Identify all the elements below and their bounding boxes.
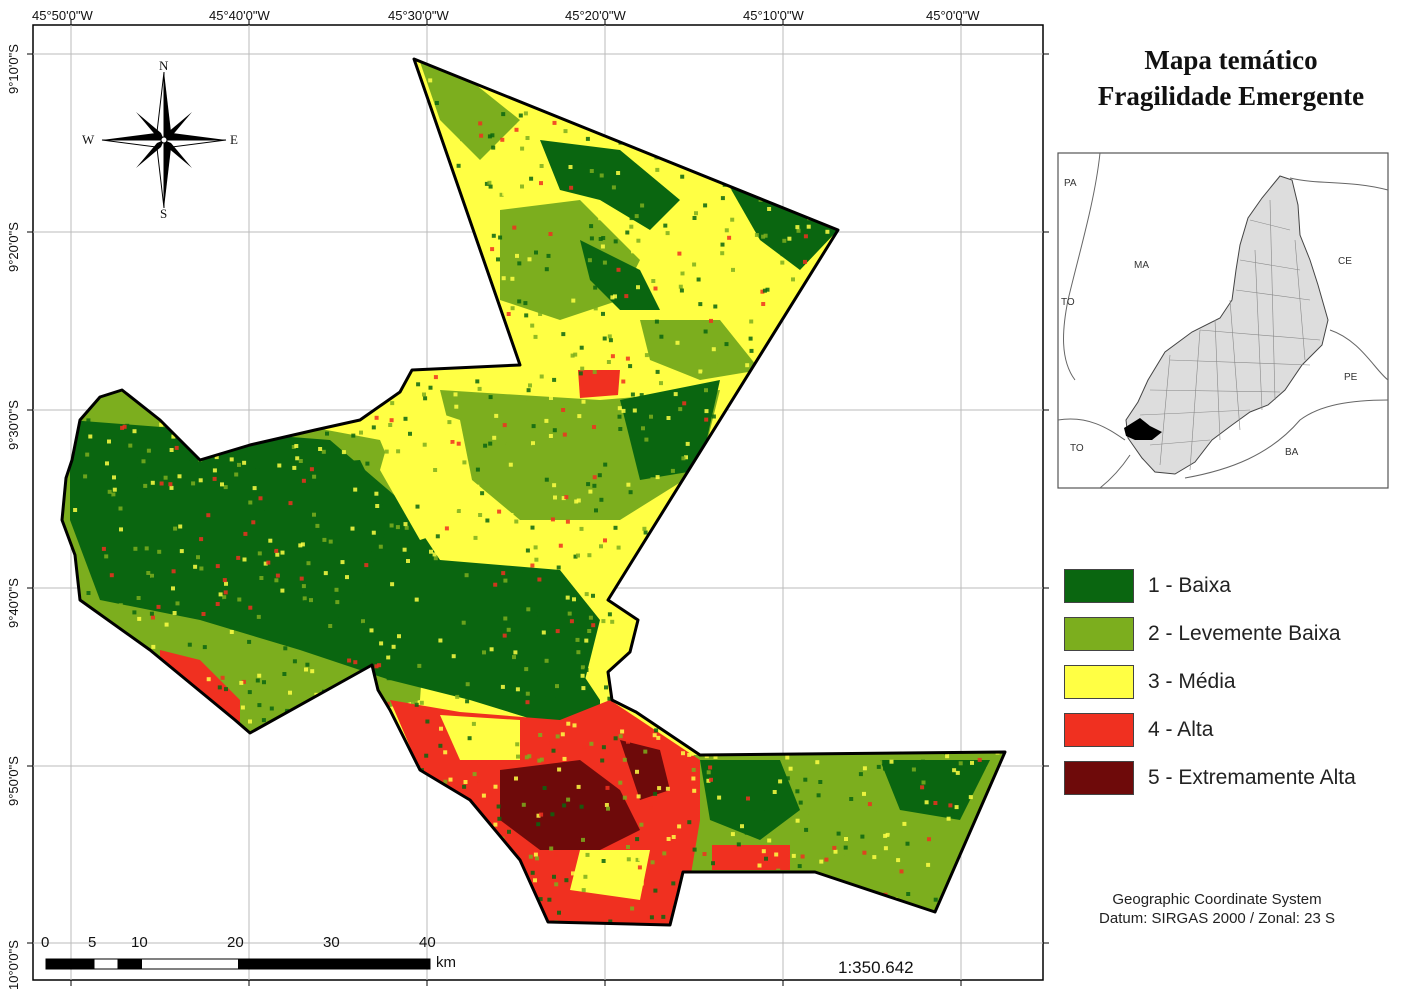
scale-bar [45, 958, 431, 970]
study-area-locator [1124, 418, 1162, 440]
map-frame-border [32, 24, 1044, 981]
coordinate-system-line2: Datum: SIRGAS 2000 / Zonal: 23 S [1099, 910, 1335, 927]
latitude-label: 9°20'0"S [6, 222, 21, 272]
legend-item: 2 - Levemente Baixa [1064, 615, 1341, 653]
legend-item: 1 - Baixa [1064, 567, 1231, 605]
compass-north-label: N [159, 58, 169, 73]
legend-item: 3 - Média [1064, 663, 1236, 701]
legend-item: 5 - Extremamente Alta [1064, 759, 1356, 797]
longitude-label: 45°20'0"W [565, 8, 626, 23]
latitude-label: 9°30'0"S [6, 400, 21, 450]
legend-item: 4 - Alta [1064, 711, 1213, 749]
legend-label: 4 - Alta [1148, 718, 1214, 741]
inset-label-ce: CE [1338, 256, 1352, 267]
inset-label-pe: PE [1344, 372, 1358, 383]
latitude-label: 9°50'0"S [6, 756, 21, 806]
study-area-outline [60, 57, 1007, 927]
legend-swatch [1064, 665, 1134, 699]
scale-ratio: 1:350.642 [838, 958, 914, 977]
piaui-state-shape [1125, 175, 1329, 475]
latitude-label: 10°0'0"S [6, 940, 21, 990]
map-title-line2: Fragilidade Emergente [1097, 81, 1365, 111]
inset-label-to-upper: TO [1061, 297, 1075, 308]
legend-swatch [1064, 713, 1134, 747]
scale-tick-label: 0 [41, 934, 50, 951]
longitude-label: 45°40'0"W [209, 8, 270, 23]
frame-ticks [27, 19, 1049, 986]
compass-west-label: W [82, 132, 95, 147]
latitude-label: 9°40'0"S [6, 578, 21, 628]
legend-label: 2 - Levemente Baixa [1148, 622, 1341, 645]
longitude-label: 45°0'0"W [926, 8, 980, 23]
north-arrow-icon [101, 71, 227, 209]
latitude-label: 9°10'0"S [6, 44, 21, 94]
legend-swatch [1064, 569, 1134, 603]
inset-label-pa: PA [1064, 178, 1077, 189]
legend-label: 3 - Média [1148, 670, 1236, 693]
inset-label-ba: BA [1285, 447, 1299, 458]
map-title-line1: Mapa temático [1144, 45, 1318, 75]
scale-tick-label: 20 [227, 934, 244, 951]
scale-tick-label: 40 [419, 934, 436, 951]
legend-label: 5 - Extremamente Alta [1148, 766, 1356, 789]
longitude-label: 45°10'0"W [743, 8, 804, 23]
inset-locator-map [1057, 152, 1389, 489]
scale-tick-label: 30 [323, 934, 340, 951]
legend-swatch [1064, 617, 1134, 651]
compass-south-label: S [160, 206, 168, 221]
scale-tick-label: 10 [131, 934, 148, 951]
compass-east-label: E [230, 132, 238, 147]
longitude-label: 45°30'0"W [388, 8, 449, 23]
study-area-raster [62, 59, 1005, 925]
coordinate-system-line1: Geographic Coordinate System [1112, 891, 1322, 908]
scale-unit-label: km [436, 954, 456, 971]
longitude-label: 45°50'0"W [32, 8, 93, 23]
inset-label-to-lower: TO [1070, 443, 1084, 454]
inset-label-ma: MA [1134, 260, 1149, 271]
legend-swatch [1064, 761, 1134, 795]
legend-label: 1 - Baixa [1148, 574, 1231, 597]
scale-tick-label: 5 [88, 934, 97, 951]
